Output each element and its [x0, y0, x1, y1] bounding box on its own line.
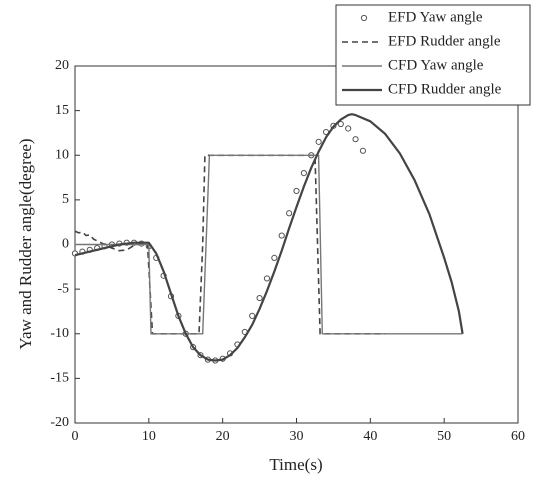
y-tick-label: 10: [55, 147, 69, 162]
y-tick-label: -15: [50, 371, 69, 386]
y-tick-label: -20: [50, 415, 69, 430]
y-tick-label: -5: [57, 281, 69, 296]
data-point: [359, 147, 367, 154]
legend-label: EFD Rudder angle: [388, 33, 501, 49]
x-tick-label: 0: [72, 429, 79, 444]
data-point: [345, 125, 352, 132]
data-point: [293, 187, 300, 195]
data-point: [337, 120, 344, 128]
series-line: [74, 113, 464, 362]
x-tick-label: 10: [142, 429, 156, 444]
x-axis-label: Time(s): [269, 455, 322, 474]
data-point: [249, 312, 256, 319]
legend-box: [335, 4, 531, 106]
x-tick-label: 40: [363, 429, 377, 444]
legend-label: CFD Yaw angle: [388, 57, 484, 73]
series-line: [75, 154, 463, 335]
legend-marker: [360, 14, 368, 22]
data-point: [300, 170, 307, 177]
data-point: [271, 254, 278, 261]
data-point: [315, 138, 322, 145]
data-point: [256, 294, 263, 302]
legend-label: EFD Yaw angle: [388, 9, 483, 25]
x-tick-label: 30: [290, 429, 304, 444]
y-tick-label: 20: [55, 58, 69, 73]
data-point: [286, 210, 293, 217]
y-tick-label: -10: [50, 326, 69, 341]
x-tick-label: 20: [216, 429, 230, 444]
x-tick-label: 60: [511, 429, 525, 444]
legend-label: CFD Rudder angle: [388, 81, 502, 97]
x-tick-label: 50: [437, 429, 451, 444]
data-point: [278, 232, 285, 239]
data-point: [352, 136, 359, 143]
y-axis-label: Yaw and Rudder angle(degree): [16, 138, 35, 349]
data-point: [263, 275, 271, 282]
legend: EFD Yaw angle EFD Rudder angle CFD Yaw ang…: [342, 9, 502, 97]
y-tick-label: 0: [62, 237, 69, 252]
y-tick-label: 15: [55, 103, 69, 118]
y-tick-label: 5: [62, 192, 69, 207]
